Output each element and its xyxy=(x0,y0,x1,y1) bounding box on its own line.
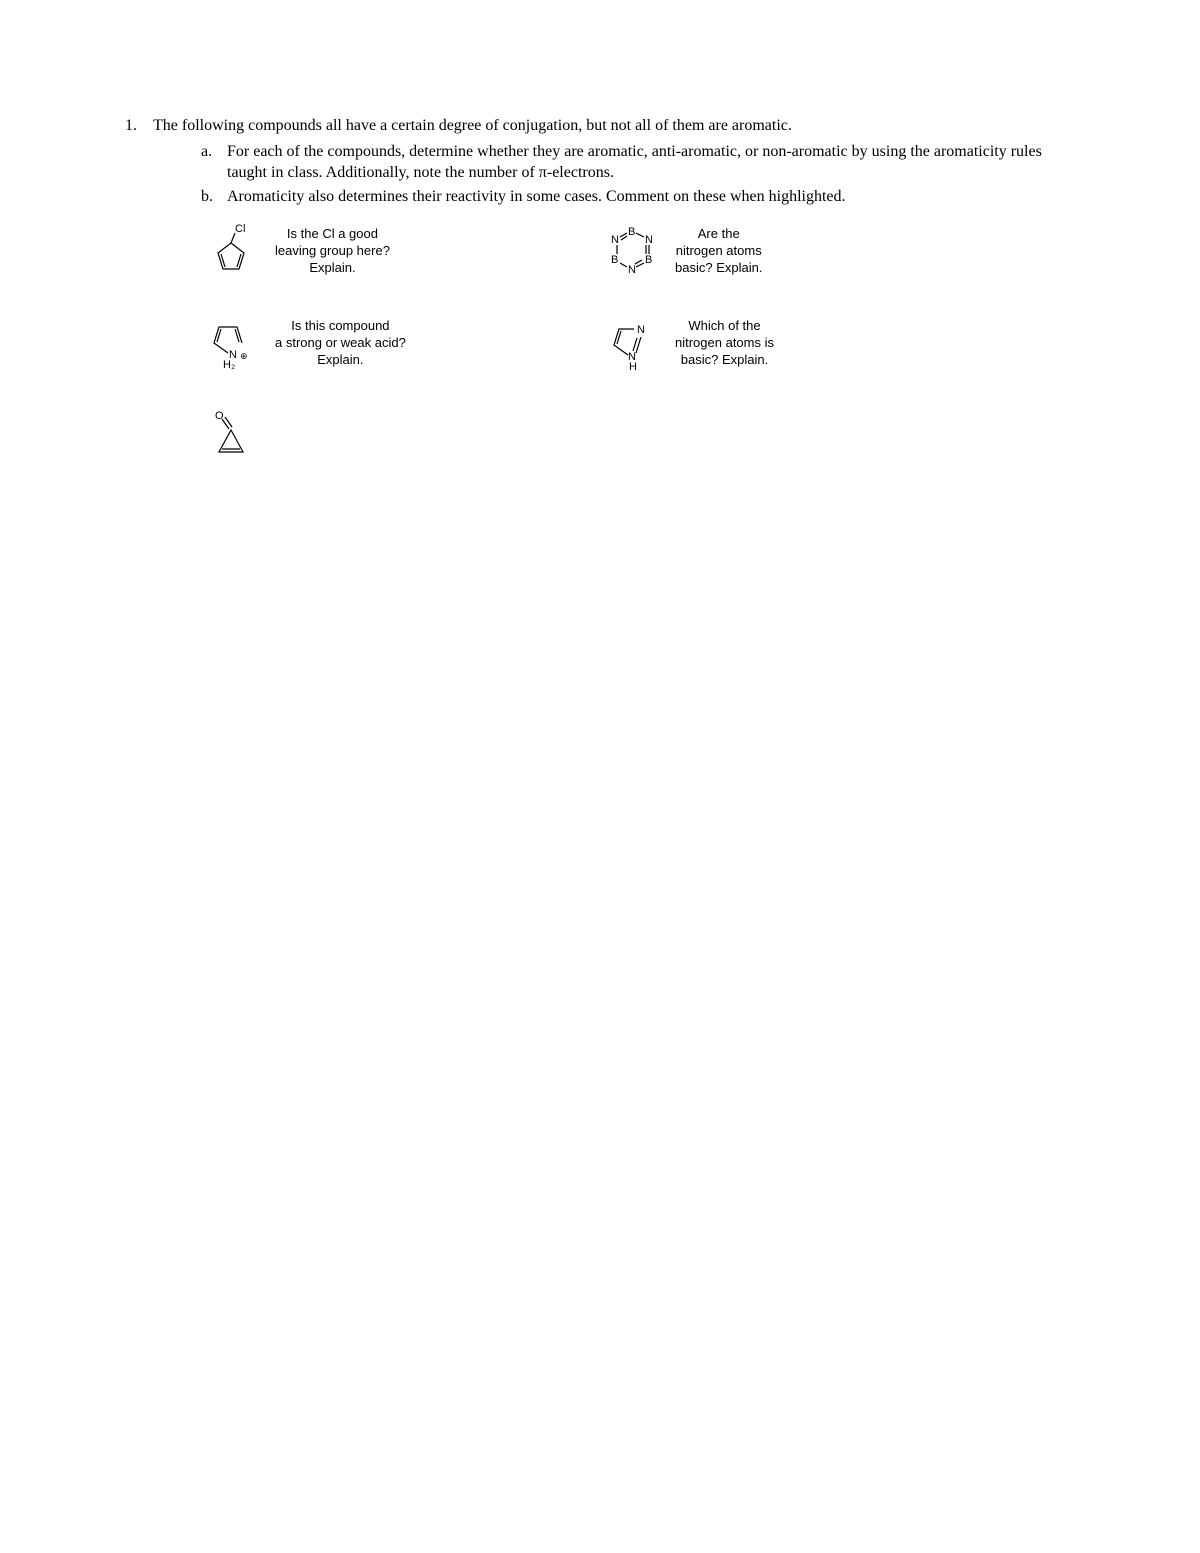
compound-row-2: N H₂ ⊕ Is this compounda strong or weak … xyxy=(201,313,1075,373)
caption-1: Is the Cl a goodleaving group here?Expla… xyxy=(275,226,390,277)
caption-4: Which of thenitrogen atoms isbasic? Expl… xyxy=(675,318,774,369)
sub-list: a. For each of the compounds, determine … xyxy=(201,141,1075,208)
sub-item-a: a. For each of the compounds, determine … xyxy=(201,141,1075,184)
svg-text:N: N xyxy=(628,264,636,276)
compound-1: Cl Is the Cl a goodleaving group here?Ex… xyxy=(201,221,561,281)
sub-letter-b: b. xyxy=(201,186,227,208)
diagram-imidazole: N N H xyxy=(601,313,661,373)
sub-text-a: For each of the compounds, determine whe… xyxy=(227,141,1075,184)
caption-3: Is this compounda strong or weak acid?Ex… xyxy=(275,318,406,369)
svg-text:N: N xyxy=(637,324,645,336)
compound-5: O xyxy=(201,405,561,465)
question-intro: The following compounds all have a certa… xyxy=(153,115,1075,137)
compound-row-1: Cl Is the Cl a goodleaving group here?Ex… xyxy=(201,221,1075,281)
svg-text:B: B xyxy=(611,254,618,266)
compound-2: N B N B N B xyxy=(601,221,762,281)
compound-3: N H₂ ⊕ Is this compounda strong or weak … xyxy=(201,313,561,373)
diagram-borazine: N B N B N B xyxy=(601,221,661,281)
svg-text:N: N xyxy=(645,234,653,246)
svg-text:H₂: H₂ xyxy=(223,359,235,371)
diagram-cyclopropenone: O xyxy=(201,405,261,465)
svg-text:N: N xyxy=(611,234,619,246)
sub-letter-a: a. xyxy=(201,141,227,184)
diagram-cyclopentadiene-cl: Cl xyxy=(201,221,261,281)
svg-text:B: B xyxy=(628,226,635,238)
svg-text:⊕: ⊕ xyxy=(240,351,248,361)
question-number: 1. xyxy=(125,115,153,497)
question-body: The following compounds all have a certa… xyxy=(153,115,1075,497)
sub-text-b: Aromaticity also determines their reacti… xyxy=(227,186,1075,208)
svg-text:B: B xyxy=(645,254,652,266)
sub-item-b: b. Aromaticity also determines their rea… xyxy=(201,186,1075,208)
compound-row-3: O xyxy=(201,405,1075,465)
compound-4: N N H Which of thenitrogen atoms isbasic… xyxy=(601,313,774,373)
question-1: 1. The following compounds all have a ce… xyxy=(125,115,1075,497)
diagram-pyrrolium: N H₂ ⊕ xyxy=(201,313,261,373)
svg-text:Cl: Cl xyxy=(235,223,245,235)
svg-text:O: O xyxy=(215,410,224,422)
svg-text:H: H xyxy=(629,361,637,373)
compounds-grid: Cl Is the Cl a goodleaving group here?Ex… xyxy=(201,221,1075,465)
caption-2: Are thenitrogen atomsbasic? Explain. xyxy=(675,226,762,277)
